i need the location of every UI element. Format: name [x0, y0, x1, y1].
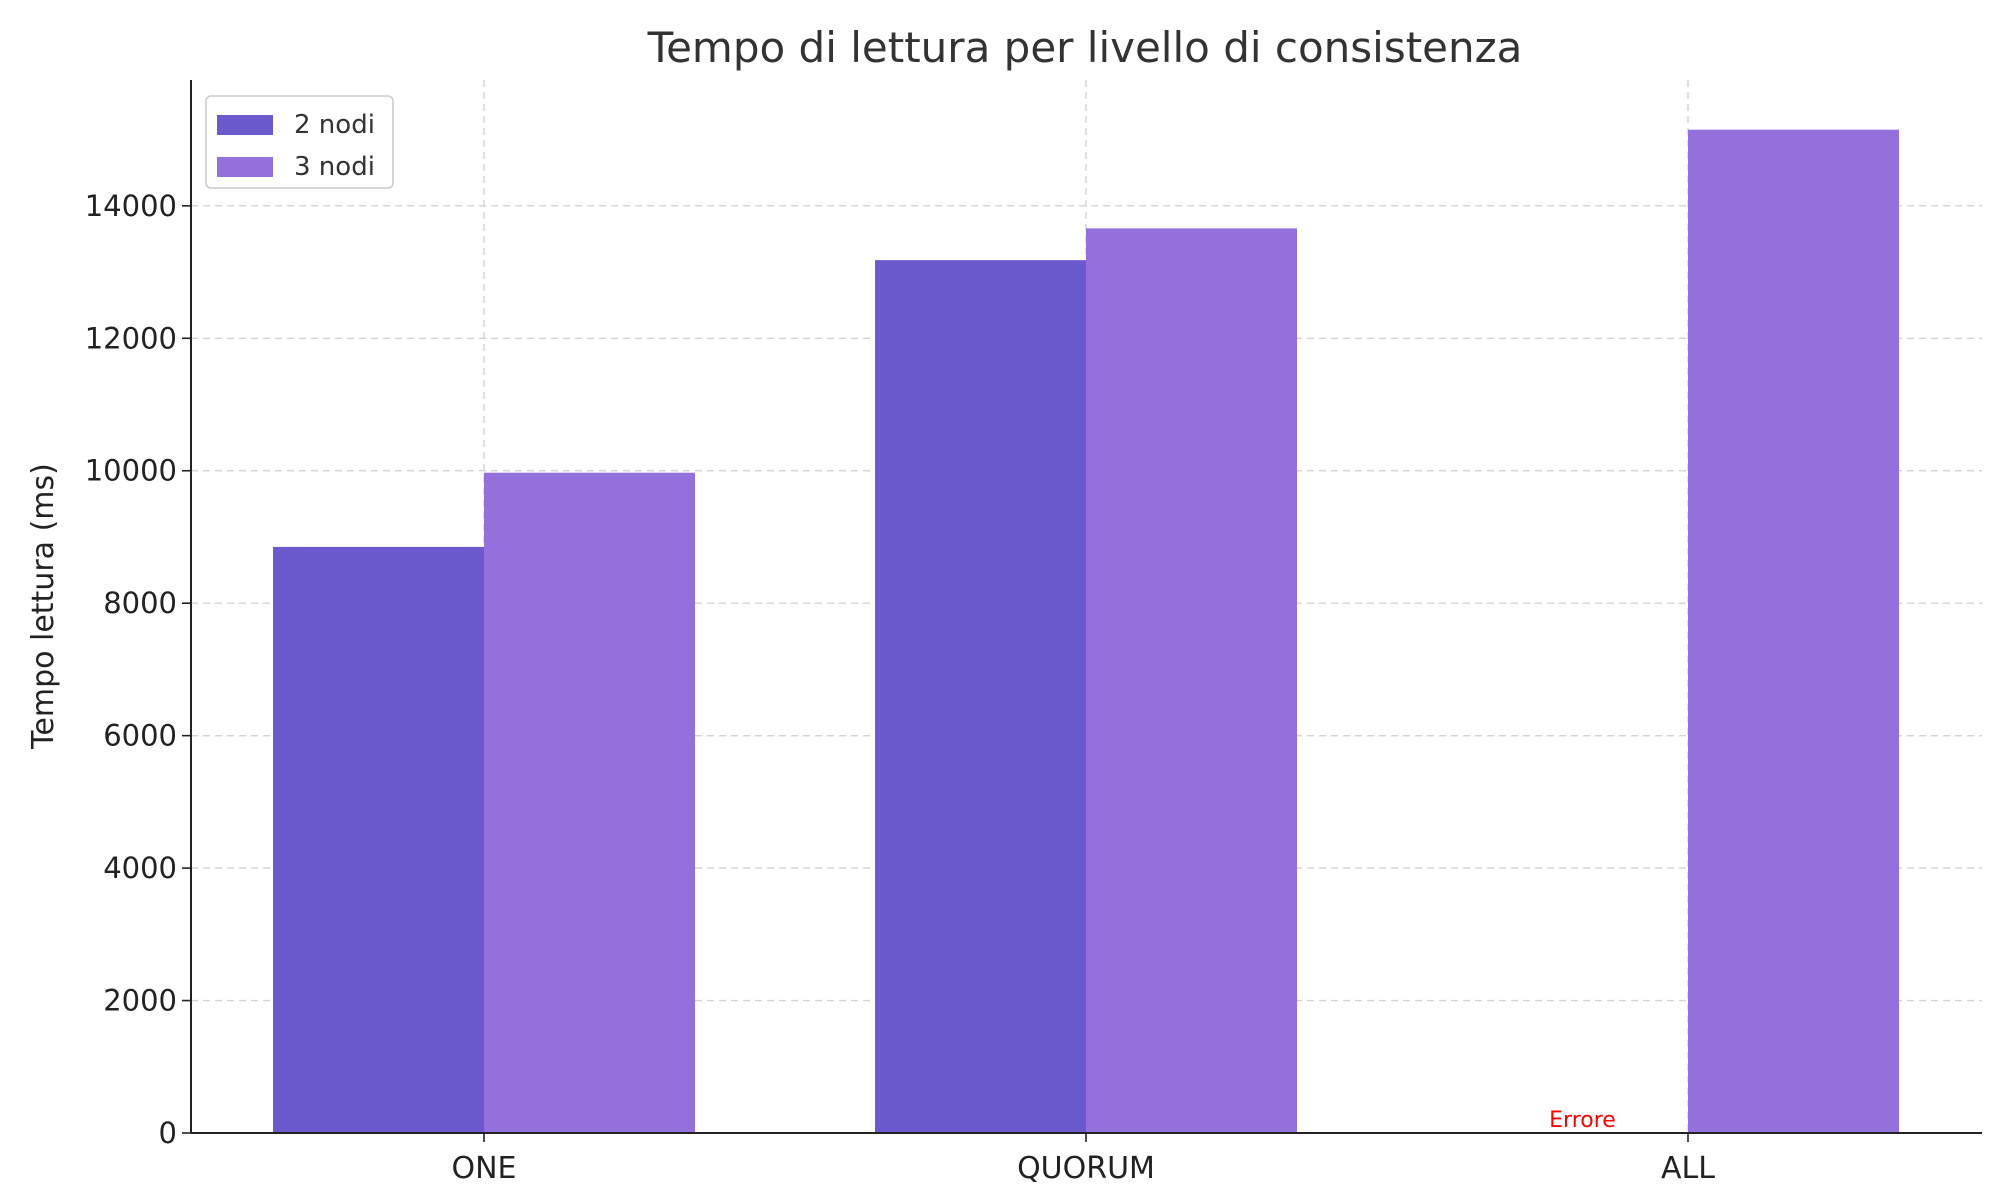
- legend-label: 3 nodi: [294, 152, 375, 182]
- y-tick-label: 12000: [85, 321, 177, 355]
- bar-all-series-2: [1688, 129, 1899, 1134]
- chart-title: Tempo di lettura per livello di consiste…: [647, 23, 1523, 72]
- y-tick-label: 8000: [103, 586, 177, 620]
- x-tick-label: ONE: [451, 1151, 516, 1186]
- bar-quorum-series-1: [875, 260, 1086, 1133]
- bars-layer: [273, 129, 1899, 1134]
- x-tick-label: ALL: [1661, 1151, 1715, 1186]
- x-tick-label: QUORUM: [1017, 1151, 1155, 1186]
- legend-swatch: [217, 157, 273, 177]
- bar-one-series-2: [484, 472, 695, 1133]
- y-tick-label: 0: [159, 1116, 177, 1150]
- y-tick-label: 14000: [85, 189, 177, 223]
- annotation-label: Errore: [1549, 1108, 1616, 1133]
- y-tick-label: 6000: [103, 719, 177, 753]
- legend-swatch: [217, 115, 273, 135]
- y-tick-label: 4000: [103, 851, 177, 885]
- bar-one-series-1: [273, 546, 484, 1133]
- bar-quorum-series-2: [1086, 228, 1297, 1133]
- y-tick-label: 10000: [85, 454, 177, 488]
- legend-label: 2 nodi: [294, 110, 375, 140]
- y-axis-label: Tempo lettura (ms): [26, 463, 61, 750]
- labels-layer: 0 2000 4000 6000 8000 10000 12000 14000 ONE QUORU…: [85, 189, 1716, 1186]
- y-tick-label: 2000: [103, 984, 177, 1018]
- legend: 2 nodi 3 nodi: [205, 95, 394, 189]
- axes-layer: [182, 80, 1982, 1142]
